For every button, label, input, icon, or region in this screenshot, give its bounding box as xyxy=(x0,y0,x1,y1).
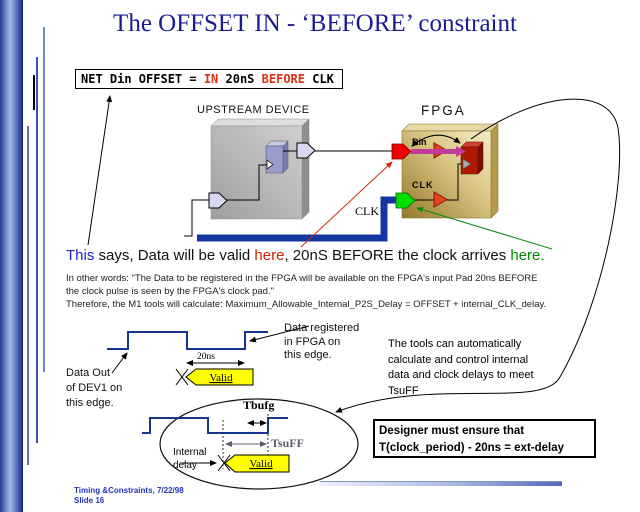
internal-delay-label: Internal delay xyxy=(173,447,206,472)
tools-note-line2: calculate and control internal xyxy=(388,353,529,366)
sidebar-gradient-bar xyxy=(0,0,23,512)
20ns-label: 20ns xyxy=(197,352,215,362)
data-registered-arrow xyxy=(249,325,310,343)
explanation-line-1: In other words: "The Data to be register… xyxy=(66,273,538,284)
deco-line-2 xyxy=(36,57,38,443)
wire-buffer-to-ffclk xyxy=(227,164,267,201)
tools-note-line4: TsuFF xyxy=(388,384,419,397)
data-registered-note-line3: this edge. xyxy=(284,349,332,361)
clk-pin-label: CLK xyxy=(412,180,434,190)
valid-label-1: Valid xyxy=(209,372,233,384)
deco-line-1 xyxy=(43,27,45,372)
waveform-upper xyxy=(107,331,268,350)
wire-clkbuf-to-ff xyxy=(447,163,463,201)
data-out-note-line1: Data Out xyxy=(66,367,111,379)
data-registered-note-line2: in FPGA on xyxy=(284,335,341,348)
wire-clock-source xyxy=(184,199,209,237)
tsuff-label: TsuFF xyxy=(271,436,304,450)
upstream-device-label: UPSTREAM DEVICE xyxy=(197,104,310,116)
constraint-keyword-in: IN xyxy=(203,72,219,86)
this-to-netbox-arrow xyxy=(87,95,113,246)
din-pad xyxy=(391,143,412,160)
statement-here-clock: here. xyxy=(510,247,545,264)
here-data-arrow xyxy=(300,161,393,248)
constraint-keyword-before: BEFORE xyxy=(261,72,305,86)
deco-line-black xyxy=(33,75,35,110)
designer-requirement-box: Designer must ensure that T(clock_period… xyxy=(373,419,596,458)
data-out-note-line3: this edge. xyxy=(66,397,114,409)
waveform-lower xyxy=(142,417,288,434)
footer-slide-number: Slide 16 xyxy=(74,496,105,505)
statement-this: This xyxy=(66,247,95,264)
designer-line2: T(clock_period) - 20ns = ext-delay xyxy=(379,441,565,454)
tools-note-line3: data and clock delays to meet xyxy=(388,369,534,381)
upstream-flipflop xyxy=(265,140,289,174)
fpga-flipflop xyxy=(460,141,484,175)
explanation-line-2: the clock pulse is seen by the FPGA's cl… xyxy=(66,286,274,297)
page-title: The OFFSET IN - ‘BEFORE’ constraint xyxy=(113,10,517,37)
upstream-device-box xyxy=(210,118,310,220)
zoom-callout-curve xyxy=(335,98,621,413)
valid-tag-2: Valid xyxy=(217,454,290,473)
footer: Timing &Constraints, 7/22/98 Slide 16 xyxy=(74,486,184,506)
valid-tag-1: Valid xyxy=(175,368,254,386)
designer-line1: Designer must ensure that xyxy=(379,425,525,437)
upstream-output-buffer-icon xyxy=(296,142,316,159)
clk-pad xyxy=(395,192,416,209)
internal-delay-line2: delay xyxy=(173,459,197,471)
fpga-label: FPGA xyxy=(421,103,466,118)
clock-route xyxy=(197,196,396,242)
footer-divider xyxy=(320,481,562,486)
here-clock-arrow xyxy=(416,206,553,250)
data-out-note: Data Out of DEV1 on this edge. xyxy=(66,366,122,411)
tools-note: The tools can automatically calculate an… xyxy=(388,337,534,399)
footer-deck-title: Timing &Constraints, 7/22/98 xyxy=(74,486,184,495)
tbufg-label: Tbufg xyxy=(243,398,275,412)
pad-to-ff-arc xyxy=(411,134,461,147)
magnifier-ellipse xyxy=(159,398,359,490)
data-registered-note: Data registered in FPGA on this edge. xyxy=(284,322,359,363)
statement-part2: , 20nS BEFORE the clock arrives xyxy=(284,247,511,264)
statement-here-data: here xyxy=(254,247,285,264)
magenta-arrowhead-icon xyxy=(456,146,466,157)
constraint-suffix: CLK xyxy=(305,72,334,86)
valid-label-2: Valid xyxy=(249,458,273,470)
constraint-prefix: NET Din OFFSET = xyxy=(81,72,204,86)
upstream-input-buffer-icon xyxy=(208,192,228,209)
data-out-arrow xyxy=(111,352,128,374)
clk-buffer-icon xyxy=(433,191,449,208)
statement-line: This says, Data will be valid here, 20nS… xyxy=(66,247,545,264)
statement-part1: says, Data will be valid xyxy=(94,247,255,264)
ff-gray-clock-input-icon xyxy=(462,158,472,170)
data-out-note-line2: of DEV1 on xyxy=(66,382,123,394)
tools-note-line1: The tools can automatically xyxy=(388,338,522,350)
internal-delay-line1: Internal xyxy=(173,447,207,458)
clk-net-label: CLK xyxy=(355,204,379,218)
constraint-middle: 20nS xyxy=(218,72,262,86)
deco-line-3 xyxy=(27,126,29,465)
data-registered-note-line1: Data registered xyxy=(284,322,360,334)
din-pin-label: Din xyxy=(412,137,427,147)
constraint-box: NET Din OFFSET = IN 20nS BEFORE CLK xyxy=(75,69,343,89)
explanation-line-3: Therefore, the M1 tools will calculate: … xyxy=(66,299,547,310)
